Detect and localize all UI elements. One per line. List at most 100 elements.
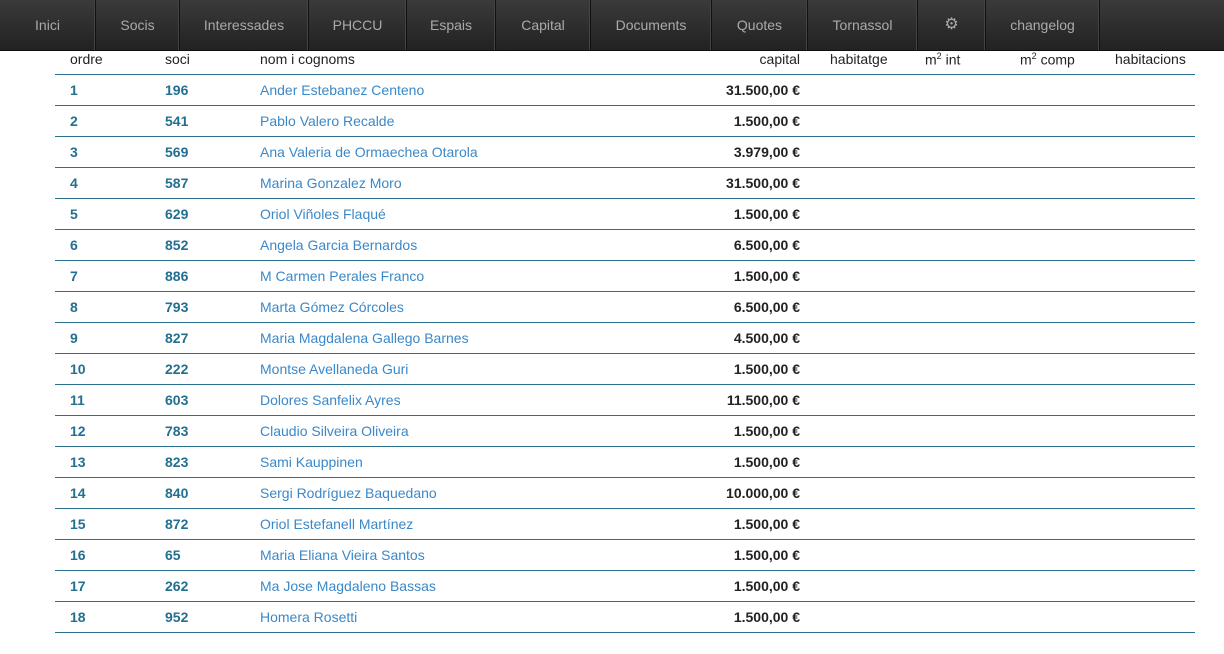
name-link[interactable]: Sami Kauppinen xyxy=(260,446,680,478)
habitatge-cell xyxy=(800,74,925,106)
m2-comp-cell xyxy=(1020,477,1115,509)
ordre-cell: 8 xyxy=(55,291,165,323)
capital-cell: 11.500,00 € xyxy=(680,384,800,416)
m2-int-cell xyxy=(925,291,1020,323)
col-habitatge[interactable]: habitatge xyxy=(800,51,925,75)
nav-socis[interactable]: Socis xyxy=(96,0,180,50)
habitatge-cell xyxy=(800,167,925,199)
name-link[interactable]: Ma Jose Magdaleno Bassas xyxy=(260,570,680,602)
habitatge-cell xyxy=(800,415,925,447)
name-link[interactable]: Oriol Viñoles Flaqué xyxy=(260,198,680,230)
m2-comp-cell xyxy=(1020,105,1115,137)
col-nom[interactable]: nom i cognoms xyxy=(260,51,680,75)
name-link[interactable]: Sergi Rodríguez Baquedano xyxy=(260,477,680,509)
m2-comp-cell xyxy=(1020,291,1115,323)
soci-cell: 196 xyxy=(165,74,260,106)
habitatge-cell xyxy=(800,570,925,602)
habitacions-cell xyxy=(1115,508,1195,540)
nav-espais[interactable]: Espais xyxy=(407,0,496,50)
m2-int-cell xyxy=(925,384,1020,416)
nav-changelog[interactable]: changelog xyxy=(986,0,1100,50)
m2-comp-cell xyxy=(1020,415,1115,447)
ordre-cell: 9 xyxy=(55,322,165,354)
table-row: 1 196 Ander Estebanez Centeno 31.500,00 … xyxy=(55,74,1195,106)
col-habitacions[interactable]: habitacions xyxy=(1115,51,1195,75)
ordre-cell: 5 xyxy=(55,198,165,230)
name-link[interactable]: Marina Gonzalez Moro xyxy=(260,167,680,199)
col-m2-comp[interactable]: m2 comp xyxy=(1020,51,1115,75)
capital-cell: 1.500,00 € xyxy=(680,260,800,292)
capital-cell: 1.500,00 € xyxy=(680,446,800,478)
soci-cell: 65 xyxy=(165,539,260,571)
name-link[interactable]: Marta Gómez Córcoles xyxy=(260,291,680,323)
nav-quotes[interactable]: Quotes xyxy=(712,0,808,50)
soci-cell: 783 xyxy=(165,415,260,447)
col-soci[interactable]: soci xyxy=(165,51,260,75)
table-row: 7 886 M Carmen Perales Franco 1.500,00 € xyxy=(55,260,1195,292)
nav-settings[interactable]: ⚙ xyxy=(918,0,986,50)
m2-comp-cell xyxy=(1020,198,1115,230)
table-row: 11 603 Dolores Sanfelix Ayres 11.500,00 … xyxy=(55,384,1195,416)
table-row: 17 262 Ma Jose Magdaleno Bassas 1.500,00… xyxy=(55,570,1195,602)
capital-cell: 1.500,00 € xyxy=(680,508,800,540)
name-link[interactable]: Dolores Sanfelix Ayres xyxy=(260,384,680,416)
soci-cell: 872 xyxy=(165,508,260,540)
habitacions-cell xyxy=(1115,415,1195,447)
name-link[interactable]: Angela Garcia Bernardos xyxy=(260,229,680,261)
col-capital[interactable]: capital xyxy=(680,51,800,75)
name-link[interactable]: Pablo Valero Recalde xyxy=(260,105,680,137)
m2-comp-cell xyxy=(1020,570,1115,602)
soci-cell: 222 xyxy=(165,353,260,385)
ordre-cell: 7 xyxy=(55,260,165,292)
capital-cell: 6.500,00 € xyxy=(680,291,800,323)
habitatge-cell xyxy=(800,384,925,416)
soci-cell: 603 xyxy=(165,384,260,416)
name-link[interactable]: M Carmen Perales Franco xyxy=(260,260,680,292)
nav-inici[interactable]: Inici xyxy=(0,0,96,50)
habitacions-cell xyxy=(1115,74,1195,106)
soci-cell: 827 xyxy=(165,322,260,354)
nav-capital[interactable]: Capital xyxy=(496,0,591,50)
m2-comp-cell xyxy=(1020,229,1115,261)
soci-cell: 793 xyxy=(165,291,260,323)
ordre-cell: 18 xyxy=(55,601,165,633)
m2-comp-cell xyxy=(1020,167,1115,199)
nav-tornassol[interactable]: Tornassol xyxy=(808,0,918,50)
ordre-cell: 17 xyxy=(55,570,165,602)
soci-cell: 852 xyxy=(165,229,260,261)
habitacions-cell xyxy=(1115,167,1195,199)
name-link[interactable]: Ana Valeria de Ormaechea Otarola xyxy=(260,136,680,168)
capital-cell: 6.500,00 € xyxy=(680,229,800,261)
nav-phccu[interactable]: PHCCU xyxy=(309,0,407,50)
name-link[interactable]: Oriol Estefanell Martínez xyxy=(260,508,680,540)
capital-cell: 1.500,00 € xyxy=(680,198,800,230)
habitatge-cell xyxy=(800,260,925,292)
name-link[interactable]: Maria Eliana Vieira Santos xyxy=(260,539,680,571)
name-link[interactable]: Claudio Silveira Oliveira xyxy=(260,415,680,447)
name-link[interactable]: Maria Magdalena Gallego Barnes xyxy=(260,322,680,354)
capital-cell: 4.500,00 € xyxy=(680,322,800,354)
table-row: 3 569 Ana Valeria de Ormaechea Otarola 3… xyxy=(55,136,1195,168)
habitatge-cell xyxy=(800,446,925,478)
col-m2-int[interactable]: m2 int xyxy=(925,51,1020,75)
m2-int-cell xyxy=(925,601,1020,633)
habitacions-cell xyxy=(1115,384,1195,416)
name-link[interactable]: Ander Estebanez Centeno xyxy=(260,74,680,106)
table-row: 9 827 Maria Magdalena Gallego Barnes 4.5… xyxy=(55,322,1195,354)
nav-interessades[interactable]: Interessades xyxy=(180,0,309,50)
m2-int-cell xyxy=(925,198,1020,230)
ordre-cell: 10 xyxy=(55,353,165,385)
top-nav: Inici Socis Interessades PHCCU Espais Ca… xyxy=(0,0,1224,51)
m2-comp-cell xyxy=(1020,74,1115,106)
nav-documents[interactable]: Documents xyxy=(591,0,712,50)
habitacions-cell xyxy=(1115,477,1195,509)
name-link[interactable]: Montse Avellaneda Guri xyxy=(260,353,680,385)
ordre-cell: 14 xyxy=(55,477,165,509)
col-ordre[interactable]: ordre xyxy=(55,51,165,75)
soci-cell: 262 xyxy=(165,570,260,602)
capital-cell: 1.500,00 € xyxy=(680,353,800,385)
name-link[interactable]: Homera Rosetti xyxy=(260,601,680,633)
m2-int-cell xyxy=(925,570,1020,602)
habitacions-cell xyxy=(1115,539,1195,571)
gears-icon: ⚙ xyxy=(944,16,959,33)
